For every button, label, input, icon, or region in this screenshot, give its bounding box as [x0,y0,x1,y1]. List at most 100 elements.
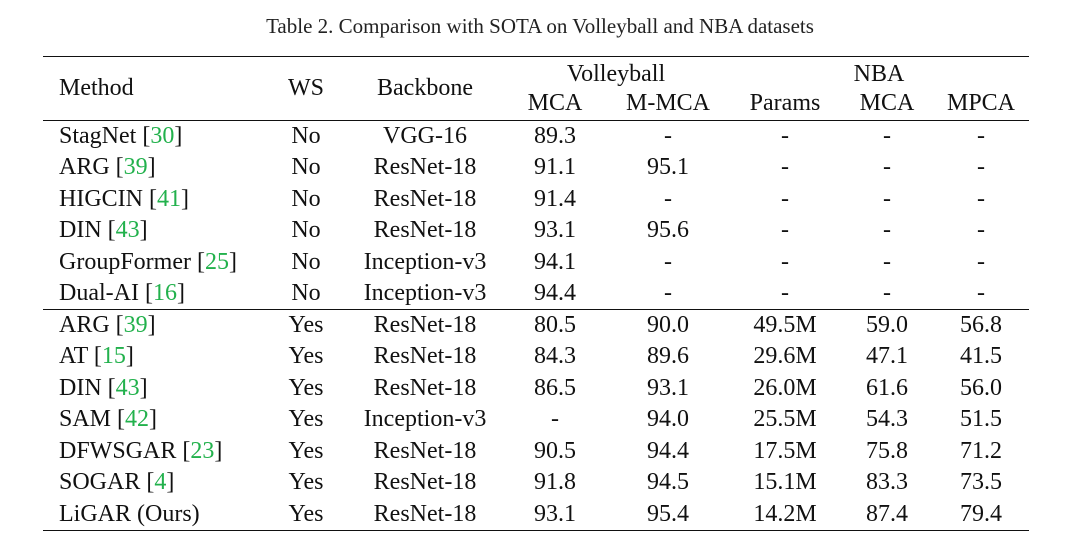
method-name: ARG [59,312,110,338]
cell-nba-mca: 59.0 [841,309,933,341]
citation-link[interactable]: 39 [123,312,148,338]
citation-link[interactable]: 39 [123,154,148,181]
cell-method: DIN [43] [59,217,148,244]
cell-mca: 91.4 [534,185,576,212]
cell-backbone: ResNet-18 [373,185,477,212]
cell-method: AT [15] [59,343,134,370]
cell-mmca: - [664,248,672,275]
cell-nba-mca: - [883,123,891,149]
cell-mmca: 89.6 [647,343,689,370]
cell-mmca: - [664,123,672,149]
cell-ws: No [291,248,321,275]
header-nba-params: Params [729,86,841,121]
method-name: AT [59,343,88,370]
cell-params: - [781,154,789,181]
cell-params: 14.2M [729,498,841,531]
cell-mpca: - [977,123,985,149]
header-volleyball-mca: MCA [503,86,607,121]
cell-mpca: - [977,154,985,181]
method-name: SOGAR [59,469,141,496]
cell-ws: No [291,280,321,306]
header-nba-group: NBA [729,56,1029,87]
cell-backbone: Inception-v3 [363,406,487,433]
table-row: DIN [43] Yes ResNet-18 86.5 93.1 26.0M 61.6 56.… [43,373,1029,405]
cell-nba-mca: - [883,248,891,275]
cell-nba-mca: 83.3 [866,469,908,496]
cell-method: LiGAR (Ours) [43,498,265,531]
cell-method: ARG [39] [59,154,156,181]
table-row: Dual-AI [16] No Inception-v3 94.4 - - - - [43,278,1029,310]
cell-mca: 90.5 [534,437,576,464]
cell-mca: 94.1 [534,248,576,275]
cell-backbone: ResNet-18 [373,374,477,401]
cell-mmca: 95.1 [647,154,689,181]
cell-mca: 84.3 [534,343,576,370]
table-row: LiGAR (Ours) Yes ResNet-18 93.1 95.4 14.2M 87.… [43,498,1029,531]
cell-backbone: Inception-v3 [363,248,487,275]
cell-mca: 89.3 [534,123,576,149]
citation-link[interactable]: 25 [204,248,229,275]
table-caption: Table 2. Comparison with SOTA on Volleyb… [266,14,814,38]
table-row: AT [15] Yes ResNet-18 84.3 89.6 29.6M 47.1 41.5 [43,341,1029,373]
cell-mca: 93.1 [534,217,576,244]
cell-mca: 91.1 [534,154,576,181]
table-row: DFWSGAR [23] Yes ResNet-18 90.5 94.4 17.5M 75.… [43,436,1029,468]
cell-mca: 93.1 [503,498,607,531]
cell-mca: 86.5 [534,374,576,401]
method-name: HIGCIN [59,185,143,212]
cell-nba-mca: 54.3 [866,406,908,433]
cell-mmca: 95.4 [607,498,729,531]
cell-backbone: VGG-16 [383,123,467,149]
citation-link[interactable]: 43 [115,374,140,401]
method-name: LiGAR (Ours) [59,500,200,527]
method-name: Dual-AI [59,280,139,306]
cell-mmca: 94.5 [647,469,689,496]
method-name: SAM [59,406,112,433]
cell-backbone: ResNet-18 [373,154,477,181]
cell-mca: - [551,406,559,433]
cell-mpca: - [977,185,985,212]
cell-mpca: - [977,248,985,275]
cell-mpca: 56.0 [960,374,1002,401]
citation-link[interactable]: 15 [101,343,126,370]
cell-ws: No [291,123,321,149]
cell-backbone: ResNet-18 [373,217,477,244]
cell-nba-mca: - [883,154,891,181]
cell-mpca: 41.5 [960,343,1002,370]
cell-ws: Yes [288,469,324,496]
header-nba-mca: MCA [841,86,933,121]
cell-mca: 94.4 [534,280,576,306]
header-backbone: Backbone [347,56,503,121]
citation-link[interactable]: 41 [157,185,181,212]
cell-method: StagNet [30] [59,123,183,149]
cell-ws: Yes [288,343,324,370]
cell-mpca: 51.5 [960,406,1002,433]
cell-method: DIN [43] [59,374,148,401]
cell-ws: Yes [288,374,324,401]
citation-link[interactable]: 23 [190,437,215,464]
table-body: StagNet [30] No VGG-16 89.3 - - - - ARG [39] No Re… [43,121,1029,531]
citation-link[interactable]: 42 [125,406,150,433]
citation-link[interactable]: 30 [150,123,175,149]
citation-link[interactable]: 43 [115,217,140,244]
cell-params: 26.0M [753,374,817,401]
cell-mmca: 93.1 [647,374,689,401]
cell-ws: No [291,217,321,244]
cell-mmca: 90.0 [607,309,729,341]
cell-mpca: - [977,217,985,244]
cell-mmca: - [664,280,672,306]
table-row: DIN [43] No ResNet-18 93.1 95.6 - - - [43,215,1029,247]
method-name: ARG [59,154,110,181]
cell-mca: 91.8 [534,469,576,496]
table-row: SAM [42] Yes Inception-v3 - 94.0 25.5M 54.3 51.… [43,404,1029,436]
cell-mmca: - [664,185,672,212]
cell-backbone: ResNet-18 [347,498,503,531]
cell-method: Dual-AI [16] [59,280,185,306]
table-row: SOGAR [4] Yes ResNet-18 91.8 94.5 15.1M 83.3 73… [43,467,1029,499]
citation-link[interactable]: 16 [152,280,177,306]
cell-method: SAM [42] [59,406,158,433]
cell-params: 25.5M [753,406,817,433]
cell-nba-mca: 87.4 [841,498,933,531]
citation-link[interactable]: 4 [154,469,167,496]
table-row: StagNet [30] No VGG-16 89.3 - - - - [43,121,1029,153]
